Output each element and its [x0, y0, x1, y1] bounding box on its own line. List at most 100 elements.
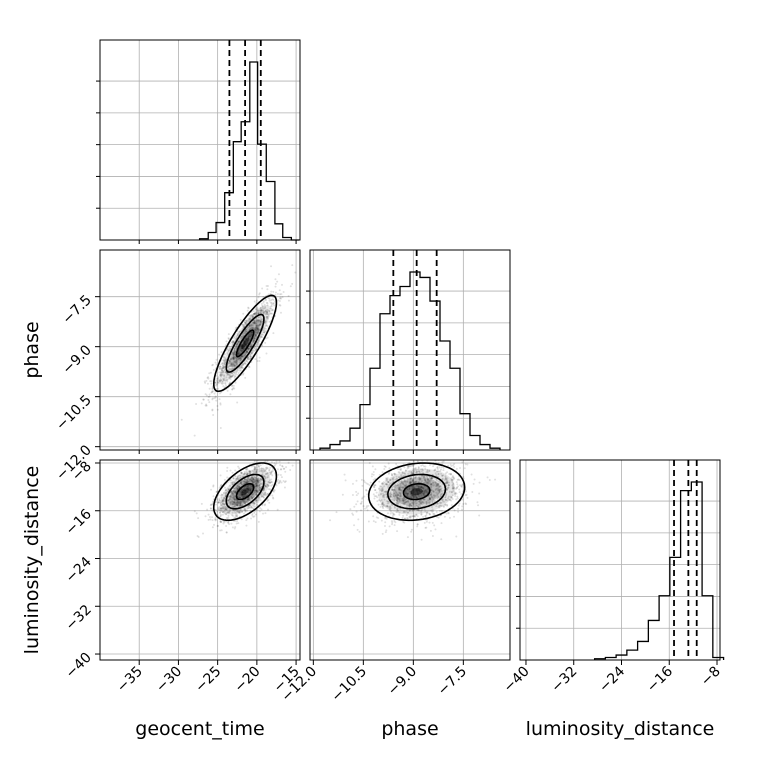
scatter-point: [243, 501, 246, 504]
scatter-point: [435, 485, 438, 488]
scatter-point: [464, 502, 467, 505]
scatter-point: [223, 500, 226, 503]
scatter-point: [276, 480, 279, 483]
scatter-point: [234, 506, 237, 509]
scatter-point: [402, 482, 405, 485]
scatter-point: [221, 361, 224, 364]
scatter-point: [225, 531, 228, 534]
scatter-point: [256, 307, 259, 310]
x-tick-label-luminosity_distance: −32: [548, 664, 580, 696]
scatter-point: [404, 469, 407, 472]
scatter-point: [264, 312, 267, 315]
scatter-point: [400, 488, 403, 491]
scatter-point: [212, 523, 215, 526]
scatter-point: [218, 380, 221, 383]
scatter-point: [445, 482, 448, 485]
scatter-point: [259, 323, 262, 326]
scatter-point: [385, 490, 388, 493]
contour-2: [235, 483, 255, 501]
scatter-point: [411, 480, 414, 483]
scatter-point: [425, 452, 427, 454]
scatter-point: [271, 494, 274, 497]
scatter-point: [428, 480, 431, 483]
scatter-point: [221, 373, 224, 376]
scatter-point: [381, 501, 384, 504]
scatter-point: [412, 464, 415, 467]
scatter-point: [230, 492, 233, 495]
scatter-point: [280, 481, 283, 484]
scatter-point: [208, 387, 211, 390]
scatter-point: [263, 474, 266, 477]
scatter-point: [220, 369, 223, 372]
scatter-point: [254, 349, 257, 352]
histogram-bin-phase: [400, 287, 410, 450]
scatter-point: [237, 502, 240, 505]
scatter-point: [410, 472, 413, 475]
scatter-point: [232, 477, 235, 480]
scatter-point: [242, 372, 245, 375]
scatter-point: [408, 487, 411, 490]
scatter-point: [374, 521, 377, 524]
scatter-point: [232, 356, 235, 359]
scatter-point: [294, 271, 297, 274]
histogram-bin-phase: [420, 277, 430, 450]
scatter-point: [259, 311, 262, 314]
scatter-point: [219, 520, 222, 523]
scatter-point: [430, 477, 433, 480]
scatter-point: [395, 493, 398, 496]
scatter-point: [251, 480, 254, 483]
scatter-point: [239, 355, 242, 358]
scatter-point: [256, 480, 259, 483]
scatter-point: [267, 484, 270, 487]
scatter-point: [418, 470, 421, 473]
scatter-point: [438, 509, 441, 512]
scatter-point: [219, 402, 222, 405]
scatter-point: [276, 299, 279, 302]
scatter-point: [230, 375, 233, 378]
scatter-point: [239, 369, 242, 372]
scatter-point: [427, 512, 430, 515]
scatter-point: [222, 358, 225, 361]
scatter-point: [259, 464, 262, 467]
scatter-point: [240, 472, 243, 475]
scatter-point: [373, 495, 376, 498]
scatter-point: [239, 491, 242, 494]
scatter-point: [380, 485, 383, 488]
scatter-point: [225, 508, 228, 511]
scatter-point: [211, 509, 214, 512]
scatter-point: [234, 490, 237, 493]
scatter-point: [238, 357, 241, 360]
scatter-point: [231, 502, 234, 505]
scatter-point: [257, 311, 260, 314]
scatter-point: [248, 325, 251, 328]
scatter-point: [219, 520, 222, 523]
scatter-point: [372, 478, 375, 481]
scatter-point: [236, 363, 239, 366]
scatter-point: [250, 506, 253, 509]
scatter-point: [434, 481, 437, 484]
histogram-bin-phase: [380, 314, 390, 450]
scatter-point: [224, 371, 227, 374]
scatter-point: [263, 475, 266, 478]
scatter-point: [236, 504, 239, 507]
scatter-point: [253, 347, 256, 350]
scatter-point: [234, 497, 237, 500]
y-axis-label-phase: phase: [21, 321, 43, 378]
scatter-point: [390, 488, 393, 491]
histogram-bin-phase: [410, 272, 420, 450]
scatter-point: [456, 486, 459, 489]
scatter-point: [404, 474, 407, 477]
scatter-point: [250, 477, 253, 480]
scatter-point: [224, 506, 227, 509]
scatter-point: [213, 397, 216, 400]
scatter-point: [250, 479, 253, 482]
scatter-point: [411, 472, 414, 475]
scatter-point: [239, 481, 242, 484]
scatter-point: [245, 336, 248, 339]
scatter-point: [226, 490, 229, 493]
scatter-point: [455, 487, 458, 490]
scatter-point: [432, 499, 435, 502]
scatter-point: [262, 468, 265, 471]
scatter-point: [363, 507, 366, 510]
scatter-point: [410, 528, 413, 531]
